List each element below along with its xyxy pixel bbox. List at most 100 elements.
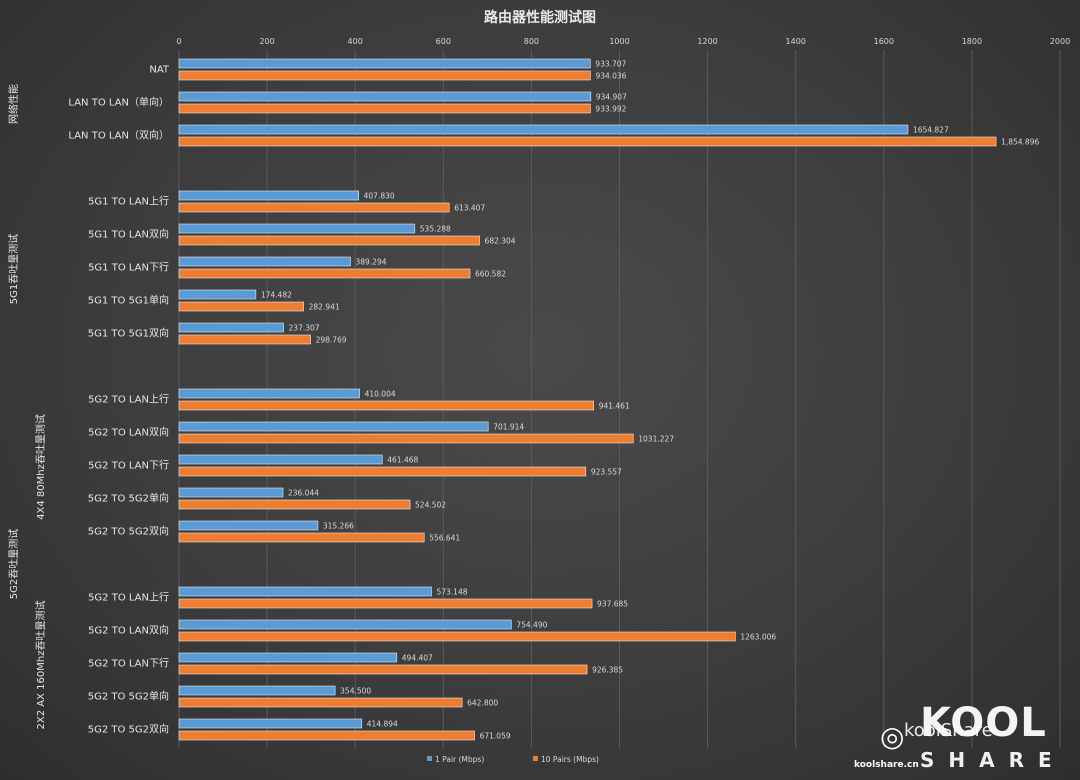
bar-10-pairs — [178, 301, 304, 312]
bar-1-pair — [178, 520, 319, 531]
value-label: 573.148 — [436, 588, 467, 597]
bar-10-pairs — [178, 70, 591, 81]
x-tick-label: 2000 — [1050, 37, 1070, 46]
bar-1-pair — [178, 190, 359, 201]
value-label: 282.941 — [309, 303, 340, 312]
category-label: LAN TO LAN（单向） — [68, 96, 169, 109]
value-label: 1031.227 — [638, 435, 674, 444]
x-tick-label: 1600 — [874, 37, 894, 46]
value-label: 410.004 — [365, 390, 396, 399]
x-tick-label: 200 — [259, 37, 274, 46]
legend-label: 1 Pair (Mbps) — [435, 755, 484, 764]
x-tick-label: 800 — [524, 37, 539, 46]
bar-1-pair — [178, 322, 284, 333]
value-label: 1654.827 — [913, 126, 949, 135]
bar-10-pairs — [178, 664, 588, 675]
bar-10-pairs — [178, 466, 587, 477]
x-tick-label: 1000 — [609, 37, 629, 46]
category-label: 5G2 TO 5G2双向 — [88, 525, 169, 538]
value-label: 613.407 — [454, 204, 485, 213]
value-label: 389.294 — [355, 258, 386, 267]
bars: 933.707 934.036 934.907 933.992 1654.827 1,85… — [178, 58, 1039, 741]
category-label: 5G2 TO 5G2单向 — [88, 690, 169, 703]
value-label: 933.992 — [595, 105, 626, 114]
bar-10-pairs — [178, 334, 311, 345]
bar-10-pairs — [178, 532, 425, 543]
value-label: 926.385 — [592, 666, 623, 675]
value-label: 701.914 — [493, 423, 524, 432]
bar-10-pairs — [178, 631, 736, 642]
bar-10-pairs — [178, 400, 595, 411]
category-label: 5G1 TO LAN上行 — [88, 195, 169, 208]
wechat-icon: ◎ — [880, 720, 905, 753]
category-label: 5G2 TO LAN下行 — [88, 459, 169, 472]
group-label: 4X4 80Mhz吞吐量测试 — [34, 414, 47, 520]
category-label: 5G2 TO LAN双向 — [88, 426, 169, 439]
group-label: 2X2 AX 160Mhz吞吐量测试 — [34, 601, 47, 730]
bar-1-pair — [178, 454, 383, 465]
value-label: 407.830 — [364, 192, 395, 201]
group-labels: 网络性能 5G1吞吐量测试 4X4 80Mhz吞吐量测试 2X2 AX 160Mhz吞… — [7, 84, 47, 729]
value-label: 298.769 — [316, 336, 347, 345]
legend-swatch — [427, 756, 432, 761]
koolshare-watermark: ◎ KOOL koolShare SHARE koolshare.cn — [854, 700, 1075, 778]
bar-10-pairs — [178, 598, 593, 609]
value-label: 535.288 — [420, 225, 451, 234]
bar-1-pair — [178, 124, 909, 135]
bar-1-pair — [178, 652, 398, 663]
value-label: 671.059 — [480, 732, 511, 741]
value-label: 1,854.896 — [1001, 138, 1039, 147]
value-label: 236.044 — [288, 489, 319, 498]
value-label: 754.490 — [516, 621, 547, 630]
category-label: 5G1 TO LAN下行 — [88, 261, 169, 274]
group-label: 5G2吞吐量测试 — [7, 529, 20, 599]
value-label: 937.685 — [597, 600, 628, 609]
value-label: 414.894 — [367, 720, 398, 729]
bar-10-pairs — [178, 235, 480, 246]
bar-10-pairs — [178, 730, 475, 741]
value-label: 174.482 — [261, 291, 292, 300]
x-tick-label: 1400 — [786, 37, 806, 46]
x-tick-label: 0 — [176, 37, 181, 46]
watermark-logo: KOOL — [920, 700, 1047, 746]
category-labels: NAT LAN TO LAN（单向） LAN TO LAN（双向） 5G1 TO LA… — [68, 65, 169, 736]
category-label: 5G1 TO LAN双向 — [88, 228, 169, 241]
bar-1-pair — [178, 718, 363, 729]
legend: 1 Pair (Mbps) 10 Pairs (Mbps) — [427, 755, 599, 764]
category-label: 5G2 TO LAN下行 — [88, 657, 169, 670]
value-label: 315.266 — [323, 522, 354, 531]
value-label: 660.582 — [475, 270, 506, 279]
watermark-subtext: koolShare — [904, 720, 993, 741]
value-label: 461.468 — [387, 456, 418, 465]
value-label: 237.307 — [289, 324, 320, 333]
category-label: 5G2 TO LAN上行 — [88, 591, 169, 604]
legend-swatch — [533, 756, 538, 761]
category-label: 5G2 TO 5G2单向 — [88, 492, 169, 505]
value-label: 934.907 — [596, 93, 627, 102]
category-label: LAN TO LAN（双向） — [68, 129, 169, 142]
bar-1-pair — [178, 487, 284, 498]
bar-10-pairs — [178, 136, 997, 147]
category-label: 5G2 TO 5G2双向 — [88, 723, 169, 736]
bar-10-pairs — [178, 697, 463, 708]
group-label: 网络性能 — [7, 84, 20, 124]
legend-label: 10 Pairs (Mbps) — [541, 755, 599, 764]
bar-1-pair — [178, 91, 592, 102]
value-label: 941.461 — [599, 402, 630, 411]
bar-1-pair — [178, 619, 512, 630]
category-label: 5G2 TO LAN双向 — [88, 624, 169, 637]
value-label: 556.641 — [429, 534, 460, 543]
gridlines — [178, 50, 1061, 748]
bar-10-pairs — [178, 202, 450, 213]
watermark-share: SHARE — [920, 748, 1066, 772]
bar-1-pair — [178, 586, 432, 597]
value-label: 354.500 — [340, 687, 371, 696]
bar-1-pair — [178, 223, 416, 234]
bar-10-pairs — [178, 499, 411, 510]
x-tick-label: 400 — [348, 37, 363, 46]
category-label: 5G2 TO LAN上行 — [88, 393, 169, 406]
value-label: 524.502 — [415, 501, 446, 510]
value-label: 933.707 — [595, 60, 626, 69]
bar-1-pair — [178, 289, 257, 300]
